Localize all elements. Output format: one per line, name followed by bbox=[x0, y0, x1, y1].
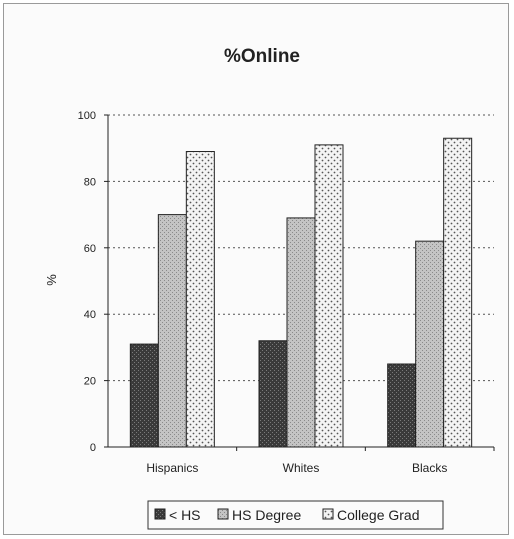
y-axis-ticks: 0 20 40 60 80 100 bbox=[78, 110, 108, 454]
bar-blacks-2 bbox=[415, 240, 445, 448]
x-category-label: Blacks bbox=[412, 461, 447, 475]
y-tick-label: 100 bbox=[78, 110, 96, 122]
legend-swatch bbox=[217, 508, 229, 520]
bar-hispanics-3 bbox=[185, 151, 215, 448]
chart-title: %Online bbox=[224, 46, 300, 67]
legend-label: < HS bbox=[169, 507, 201, 523]
x-category-label: Hispanics bbox=[146, 461, 198, 475]
y-axis-label: % bbox=[44, 274, 59, 286]
y-tick-label: 80 bbox=[84, 176, 96, 188]
bar-hispanics-1 bbox=[129, 343, 159, 448]
bar-whites-1 bbox=[258, 340, 288, 448]
legend-label: College Grad bbox=[337, 507, 420, 523]
legend-swatch bbox=[154, 508, 166, 520]
x-axis-categories: Hispanics Whites Blacks bbox=[146, 447, 495, 475]
legend-label: HS Degree bbox=[232, 507, 301, 523]
y-tick-label: 0 bbox=[90, 442, 96, 454]
bar-whites-2 bbox=[286, 217, 316, 448]
legend-swatch bbox=[322, 508, 334, 520]
bar-blacks-1 bbox=[387, 363, 417, 448]
x-category-label: Whites bbox=[283, 461, 320, 475]
legend: < HS HS Degree College Grad bbox=[147, 500, 444, 530]
y-tick-label: 20 bbox=[84, 376, 96, 388]
legend-box bbox=[147, 500, 444, 530]
bar-hispanics-2 bbox=[157, 214, 187, 448]
bars bbox=[129, 137, 473, 448]
bar-whites-3 bbox=[314, 144, 344, 448]
bar-blacks-3 bbox=[443, 137, 473, 448]
y-tick-label: 40 bbox=[84, 309, 96, 321]
y-tick-label: 60 bbox=[84, 243, 96, 255]
